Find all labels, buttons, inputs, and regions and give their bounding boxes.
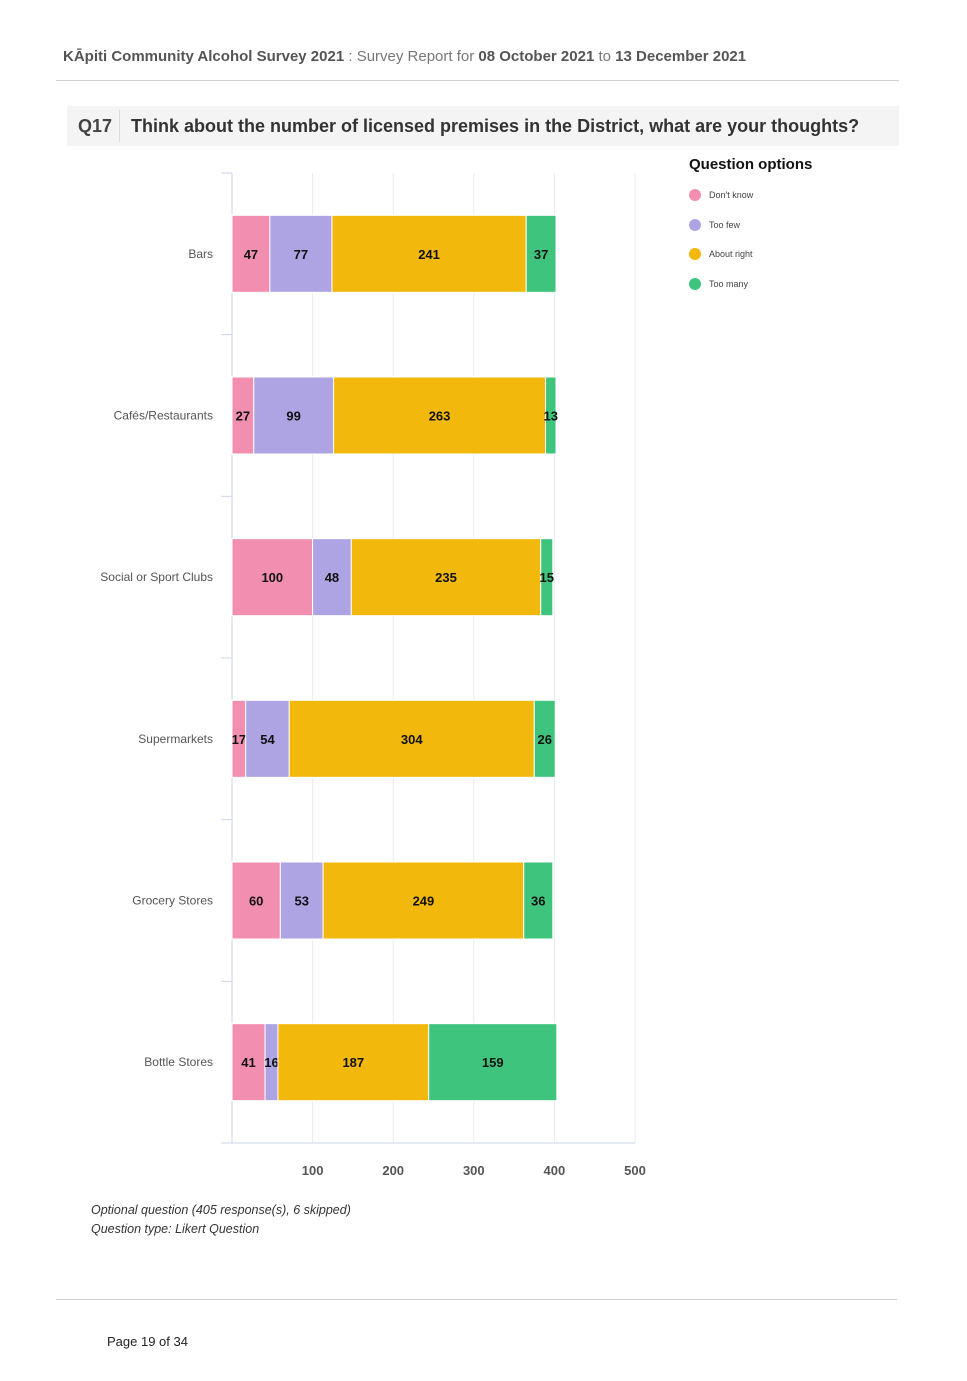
legend-item-dont-know[interactable]: Don't know <box>689 185 812 205</box>
bar-segment-too_many <box>533 699 556 778</box>
question-number: Q17 <box>78 116 113 136</box>
data-label: 241 <box>418 247 440 262</box>
date-to: 13 December 2021 <box>615 48 747 65</box>
legend-label-too-few: Too few <box>709 219 741 230</box>
legend-dot-about-right <box>689 248 701 260</box>
legend-item-too-many[interactable]: Too many <box>689 274 812 294</box>
to-word: to <box>594 48 616 65</box>
x-tick-label-300: 300 <box>463 1163 485 1178</box>
x-tick-label-500: 500 <box>624 1163 646 1178</box>
x-tick-label-400: 400 <box>544 1163 566 1178</box>
bar-segment-too_many <box>428 1023 558 1102</box>
report-prefix: Survey Report for <box>356 48 479 65</box>
question-bar: Q17 Think about the number of licensed p… <box>67 106 899 146</box>
bar-segment-too_few <box>279 861 324 940</box>
footer-divider <box>56 1299 897 1300</box>
bar-segment-about_right <box>331 214 527 293</box>
legend-item-too-few[interactable]: Too few <box>689 215 812 235</box>
data-label: 100 <box>261 570 283 585</box>
bar-segment-about_right <box>288 699 535 778</box>
header-separator: : <box>344 48 357 65</box>
x-tick-label-200: 200 <box>382 1163 404 1178</box>
data-label: 17 <box>232 732 246 747</box>
legend-dot-too-many <box>689 277 701 290</box>
header-divider <box>56 80 899 81</box>
bar-segment-too_many <box>523 861 554 940</box>
bar-segment-about_right <box>333 376 547 455</box>
response-count-note: Optional question (405 response(s), 6 sk… <box>91 1203 351 1217</box>
data-label: 15 <box>540 570 554 585</box>
data-label: 159 <box>482 1055 504 1070</box>
data-label: 41 <box>241 1055 255 1070</box>
data-label: 47 <box>244 247 258 262</box>
bar-segment-about_right <box>350 538 542 617</box>
bar-segment-dont_know <box>231 861 281 940</box>
legend-dot-too-few <box>689 218 701 231</box>
bar-segment-too_many <box>525 214 557 293</box>
data-label: 249 <box>413 894 435 909</box>
category-label: Supermarkets <box>138 732 213 746</box>
category-label: Cafés/Restaurants <box>114 409 213 423</box>
legend-label-about-right: About right <box>709 249 753 259</box>
data-label: 187 <box>342 1055 364 1070</box>
category-label: Bottle Stores <box>144 1055 213 1069</box>
data-label: 48 <box>325 570 339 585</box>
question-type-note: Question type: Likert Question <box>91 1222 260 1236</box>
legend-item-about-right[interactable]: About right <box>689 244 812 264</box>
category-label: Grocery Stores <box>132 894 213 908</box>
data-label: 54 <box>260 732 275 747</box>
data-label: 263 <box>429 409 451 424</box>
data-label: 53 <box>294 894 308 909</box>
data-label: 235 <box>435 570 457 585</box>
legend-label-too-many: Too many <box>709 278 749 289</box>
page-number: Page 19 of 34 <box>107 1334 188 1349</box>
data-label: 13 <box>544 409 558 424</box>
data-label: 304 <box>401 732 423 747</box>
legend-label-dont-know: Don't know <box>709 190 754 200</box>
data-label: 36 <box>531 894 545 909</box>
data-label: 37 <box>534 247 548 262</box>
bar-segment-too_few <box>245 699 290 778</box>
bar-segment-dont_know <box>231 214 271 293</box>
bar-segment-dont_know <box>231 538 314 617</box>
bar-segment-too_few <box>253 376 335 455</box>
data-label: 77 <box>294 247 308 262</box>
data-label: 99 <box>286 409 300 424</box>
question-text: Think about the number of licensed premi… <box>131 116 860 136</box>
question-separator <box>119 110 120 142</box>
legend-title: Question options <box>689 156 813 173</box>
bar-segment-too_few <box>269 214 333 293</box>
category-label: Bars <box>188 247 213 261</box>
legend-dot-dont-know <box>689 189 701 201</box>
question-footnote: Optional question (405 response(s), 6 sk… <box>91 1201 351 1239</box>
date-from: 08 October 2021 <box>478 48 595 65</box>
data-label: 27 <box>236 409 250 424</box>
data-label: 16 <box>264 1055 278 1070</box>
category-label: Social or Sport Clubs <box>100 570 213 584</box>
legend: Question options Don't know Too few Abou… <box>689 156 812 303</box>
report-header: KĀpiti Community Alcohol Survey 2021 : S… <box>63 48 746 65</box>
survey-title: KĀpiti Community Alcohol Survey 2021 <box>63 48 345 65</box>
x-tick-label-100: 100 <box>302 1163 324 1178</box>
bar-segment-too_many <box>545 376 557 455</box>
data-label: 60 <box>249 894 263 909</box>
data-label: 26 <box>537 732 551 747</box>
bar-segment-too_many <box>540 538 554 617</box>
